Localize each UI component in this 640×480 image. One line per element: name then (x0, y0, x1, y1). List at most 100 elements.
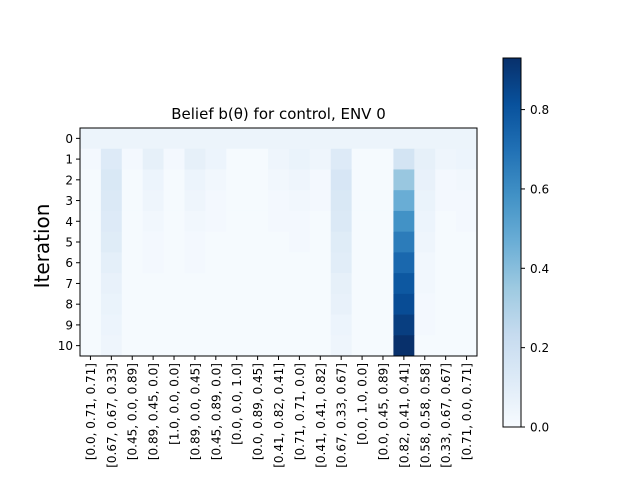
heatmap-cell (435, 252, 457, 274)
heatmap-cell (393, 335, 415, 357)
heatmap-cell (142, 148, 164, 170)
heatmap-cell (393, 210, 415, 233)
heatmap-cell (393, 231, 415, 253)
heatmap-cell (268, 128, 290, 150)
x-tick-label: [0.67, 0.67, 0.33] (105, 363, 119, 468)
heatmap-cell (435, 314, 457, 336)
heatmap-cell (226, 335, 248, 357)
heatmap-cell (247, 273, 269, 295)
colorbar-ticks: 0.0 0.2 0.4 0.6 0.8 (521, 103, 549, 435)
heatmap-cell (247, 190, 269, 212)
heatmap-cell (372, 273, 394, 295)
heatmap-cell (393, 293, 415, 315)
heatmap-cell (247, 169, 269, 191)
heatmap-cell (205, 190, 227, 212)
heatmap-cell (330, 190, 353, 212)
heatmap-cell (435, 148, 457, 170)
y-tick-label: 3 (65, 194, 73, 208)
heatmap-cell (163, 273, 185, 295)
heatmap-cell (288, 252, 311, 274)
heatmap-cell (351, 128, 373, 150)
heatmap-cell (121, 335, 144, 357)
heatmap-cell (100, 148, 123, 170)
heatmap-cell (372, 314, 394, 336)
heatmap-cell (288, 231, 311, 253)
heatmap-cell (309, 190, 332, 212)
heatmap-cell (121, 231, 144, 253)
heatmap-cell (414, 128, 436, 150)
heatmap-cell (393, 273, 415, 295)
heatmap-cell (184, 273, 206, 295)
heatmap-cell (414, 169, 436, 191)
heatmap-cell (226, 314, 248, 336)
heatmap-cell (163, 293, 185, 315)
heatmap-cell (309, 293, 332, 315)
heatmap-cell (309, 169, 332, 191)
heatmap-cell (100, 335, 123, 357)
y-tick-label: 7 (65, 277, 73, 291)
heatmap-cell (435, 293, 457, 315)
heatmap-cell (288, 210, 311, 233)
heatmap-cell (268, 210, 290, 233)
x-tick-label: [0.58, 0.58, 0.58] (418, 363, 432, 468)
heatmap-cell (351, 293, 373, 315)
heatmap-cell (456, 231, 478, 253)
heatmap-cell (100, 169, 123, 191)
colorbar-tick-label: 0.2 (530, 341, 549, 355)
heatmap-cell (80, 252, 102, 274)
heatmap-cell (226, 273, 248, 295)
heatmap-cell (456, 314, 478, 336)
heatmap-cell (351, 210, 373, 233)
heatmap-cell (351, 169, 373, 191)
heatmap-cell (268, 231, 290, 253)
heatmap-cell (309, 210, 332, 233)
heatmap-cells (80, 128, 478, 357)
heatmap-cell (330, 210, 353, 233)
heatmap-cell (100, 231, 123, 253)
heatmap-cell (456, 128, 478, 150)
heatmap-cell (226, 148, 248, 170)
heatmap-cell (184, 148, 206, 170)
heatmap-cell (309, 148, 332, 170)
heatmap-cell (330, 128, 353, 150)
x-tick-label: [1.0, 0.0, 0.0] (168, 363, 182, 445)
heatmap-cell (288, 335, 311, 357)
heatmap-cell (80, 314, 102, 336)
y-tick-label: 0 (65, 132, 73, 146)
heatmap-cell (205, 314, 227, 336)
heatmap-cell (100, 314, 123, 336)
heatmap-cell (372, 169, 394, 191)
heatmap-cell (414, 231, 436, 253)
heatmap-cell (205, 148, 227, 170)
heatmap-cell (456, 190, 478, 212)
heatmap-cell (288, 169, 311, 191)
heatmap-cell (351, 314, 373, 336)
heatmap-cell (456, 252, 478, 274)
heatmap-cell (80, 210, 102, 233)
heatmap-cell (80, 273, 102, 295)
heatmap-cell (121, 128, 144, 150)
heatmap-cell (435, 169, 457, 191)
heatmap-cell (247, 231, 269, 253)
heatmap-cell (330, 273, 353, 295)
heatmap-cell (80, 231, 102, 253)
heatmap-cell (100, 190, 123, 212)
heatmap-cell (226, 169, 248, 191)
heatmap-cell (435, 210, 457, 233)
heatmap-cell (435, 273, 457, 295)
chart-title: Belief b(θ) for control, ENV 0 (171, 105, 386, 123)
heatmap-cell (163, 231, 185, 253)
heatmap-cell (393, 169, 415, 191)
heatmap-cell (456, 293, 478, 315)
x-tick-label: [0.67, 0.33, 0.67] (335, 363, 349, 468)
heatmap-cell (456, 273, 478, 295)
heatmap-cell (309, 128, 332, 150)
heatmap-cell (247, 148, 269, 170)
heatmap-cell (414, 210, 436, 233)
x-tick-label: [0.33, 0.67, 0.67] (439, 363, 453, 468)
heatmap-cell (435, 335, 457, 357)
heatmap-cell (226, 128, 248, 150)
heatmap-cell (226, 231, 248, 253)
heatmap-cell (205, 210, 227, 233)
